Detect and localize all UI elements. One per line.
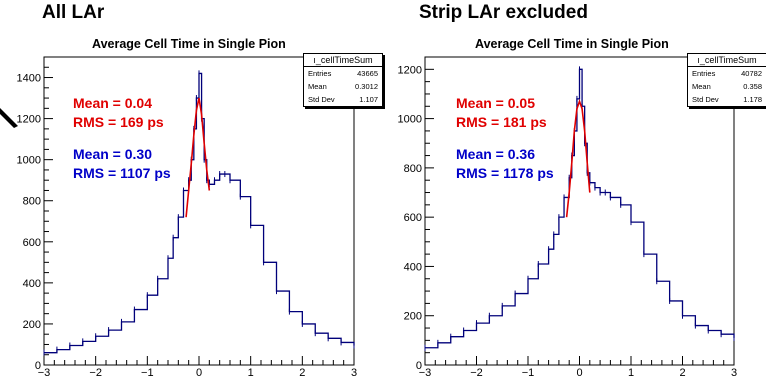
stats-value: 40782: [741, 69, 762, 78]
stats-value: 1.107: [359, 95, 378, 104]
y-tick-label: 1000: [398, 114, 422, 126]
stats-value: 1.178: [743, 95, 762, 104]
y-tick-label: 800: [404, 163, 422, 175]
stats-label: Mean: [308, 82, 327, 91]
y-tick-label: 0: [35, 360, 41, 372]
panel-strip-lar-excluded: Strip LAr excluded −3 −2 −1 0 1 2 3 0 200 400 600 8…: [383, 0, 766, 376]
y-tick-label: 400: [404, 261, 422, 273]
x-tick-label: −1: [141, 367, 154, 376]
fit-mean: Mean = 0.04: [73, 95, 152, 111]
panel-heading: All LAr: [42, 2, 105, 23]
stats-value: 0.3012: [355, 82, 378, 91]
x-tick-label: 0: [196, 367, 202, 376]
fit-rms: RMS = 1107 ps: [73, 165, 171, 181]
y-tick-label: 200: [23, 319, 41, 331]
stats-value: 0.358: [743, 82, 762, 91]
fit-result-red: Mean = 0.04 RMS = 169 ps: [73, 94, 164, 132]
fit-rms: RMS = 169 ps: [73, 114, 164, 130]
stats-box-title: ı_cellTimeSum: [688, 54, 766, 67]
stats-label: Std Dev: [308, 95, 335, 104]
x-tick-label: −3: [419, 367, 432, 376]
stats-row-entries: Entries 40782: [688, 67, 766, 80]
stats-row-entries: Entries 43665: [304, 67, 382, 80]
histogram-plot: −3 −2 −1 0 1 2 3 0 200 400 600 800 1000 1200: [398, 56, 737, 376]
stats-box: ı_cellTimeSum Entries 40782 Mean 0.358 S…: [687, 53, 766, 107]
stats-row-stddev: Std Dev 1.107: [304, 93, 382, 106]
x-tick-label: 1: [628, 367, 634, 376]
stats-value: 43665: [357, 69, 378, 78]
histogram-plot: −3 −2 −1 0 1 2 3 0 200 400 600 800 1000 1200 1400: [17, 56, 357, 376]
fit-mean: Mean = 0.30: [73, 146, 152, 162]
x-tick-label: 2: [299, 367, 305, 376]
stats-row-stddev: Std Dev 1.178: [688, 93, 766, 106]
panel-all-lar: All LAr −3 −2 −1 0 1 2 3 0 200 400 600 800 1000 1200 1…: [0, 2, 383, 376]
stats-label: Std Dev: [692, 95, 719, 104]
fit-rms: RMS = 181 ps: [456, 114, 547, 130]
y-tick-label: 0: [416, 360, 422, 372]
fit-result-blue: Mean = 0.36 RMS = 1178 ps: [456, 145, 554, 183]
x-tick-label: 3: [731, 367, 737, 376]
stats-row-mean: Mean 0.358: [688, 80, 766, 93]
fit-result-red: Mean = 0.05 RMS = 181 ps: [456, 94, 547, 132]
stats-box: ı_cellTimeSum Entries 43665 Mean 0.3012 …: [303, 53, 383, 107]
y-tick-label: 600: [404, 212, 422, 224]
fit-mean: Mean = 0.36: [456, 146, 535, 162]
stats-label: Entries: [308, 69, 332, 78]
x-tick-label: −1: [522, 367, 535, 376]
y-tick-label: 600: [23, 237, 41, 249]
y-tick-label: 800: [23, 196, 41, 208]
y-tick-label: 1400: [17, 73, 41, 85]
panel-heading: Strip LAr excluded: [419, 2, 588, 23]
stats-label: Mean: [692, 82, 711, 91]
x-tick-label: 0: [576, 367, 582, 376]
y-tick-label: 400: [23, 278, 41, 290]
y-tick-label: 1000: [17, 155, 41, 167]
stats-row-mean: Mean 0.3012: [304, 80, 382, 93]
x-tick-label: 2: [679, 367, 685, 376]
stats-label: Entries: [692, 69, 716, 78]
plot-title: Average Cell Time in Single Pion: [92, 37, 286, 51]
x-tick-label: −2: [470, 367, 483, 376]
arrow-icon: [0, 108, 18, 128]
x-tick-label: 3: [351, 367, 357, 376]
plot-title: Average Cell Time in Single Pion: [475, 37, 669, 51]
x-tick-label: −3: [38, 367, 51, 376]
x-tick-label: −2: [89, 367, 102, 376]
y-tick-label: 1200: [398, 64, 422, 76]
y-tick-label: 200: [404, 311, 422, 323]
gaussian-fit-curve: [565, 98, 591, 218]
y-tick-label: 1200: [17, 114, 41, 126]
stats-box-title: ı_cellTimeSum: [304, 54, 382, 67]
gaussian-fit-curve: [185, 97, 211, 218]
fit-mean: Mean = 0.05: [456, 95, 535, 111]
fit-result-blue: Mean = 0.30 RMS = 1107 ps: [73, 145, 171, 183]
fit-rms: RMS = 1178 ps: [456, 165, 554, 181]
x-tick-label: 1: [248, 367, 254, 376]
